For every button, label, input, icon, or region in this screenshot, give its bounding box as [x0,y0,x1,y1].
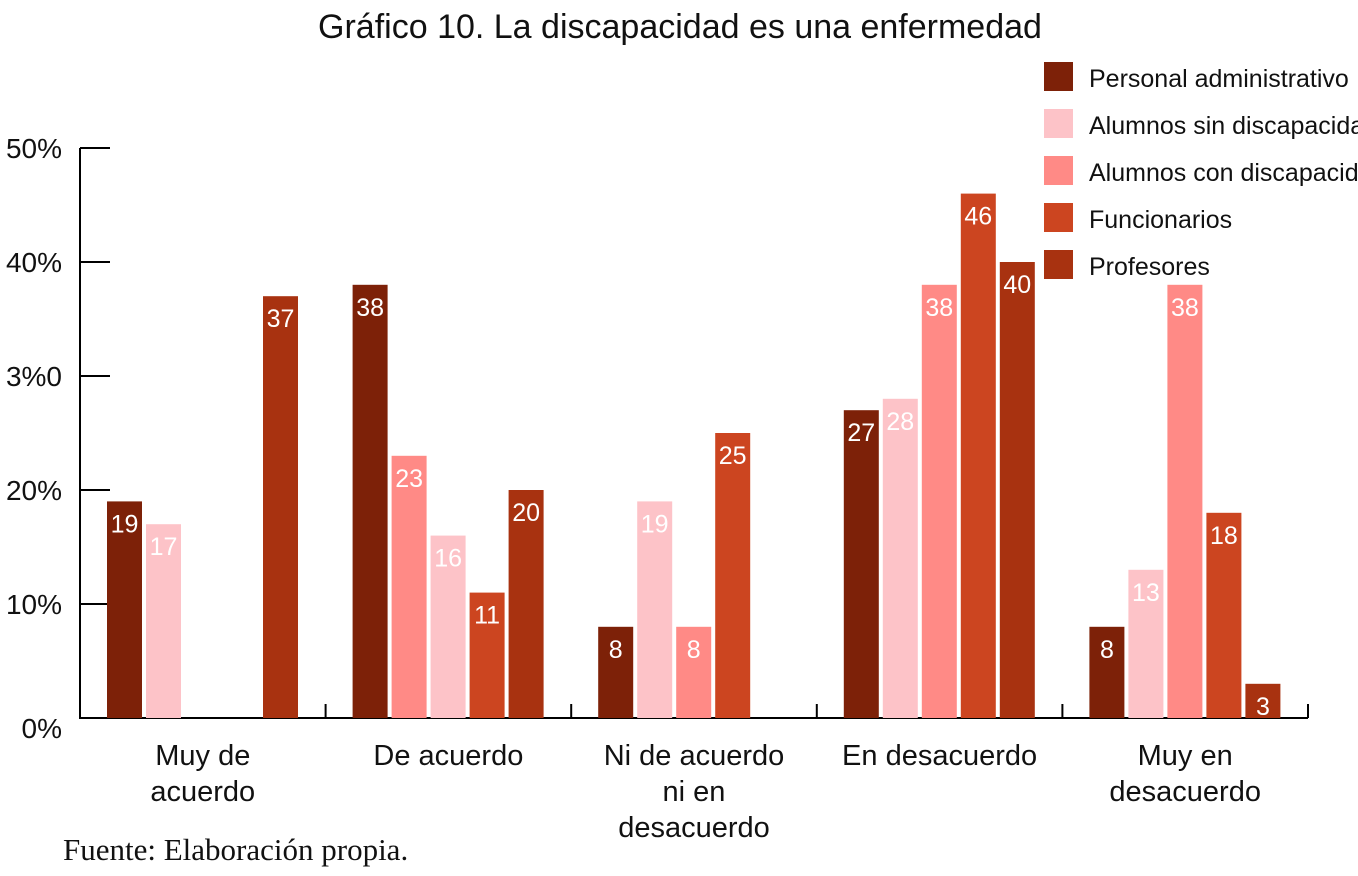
y-tick-label: 0% [22,713,62,744]
data-label: 38 [925,294,953,322]
legend: Personal administrativo Alumnos sin disca… [1044,62,1358,281]
bar [469,592,505,718]
bar [146,524,181,718]
y-tick-label: 40% [6,247,62,278]
legend-swatch [1044,62,1073,91]
category-label: Muy de [155,740,250,772]
y-tick-label: 50% [6,133,62,164]
category-label: Muy en [1138,740,1233,772]
bar [107,501,142,718]
data-label: 17 [150,533,178,561]
data-label: 25 [719,442,747,470]
data-label: 40 [1003,271,1031,299]
category-label: Ni de acuerdo [604,740,785,772]
bar [263,296,298,718]
bar [999,262,1035,718]
legend-swatch [1044,156,1073,185]
legend-swatch [1044,109,1073,138]
data-label: 8 [1100,636,1114,664]
data-label: 28 [886,408,914,436]
legend-swatch [1044,203,1073,232]
category-label: acuerdo [150,776,255,808]
data-label: 11 [474,602,500,630]
bar [676,626,712,718]
bar [1128,569,1164,718]
data-label: 38 [356,294,384,322]
bar [598,626,634,718]
bar [843,410,879,718]
category-label: De acuerdo [373,740,523,772]
bar [1089,626,1125,718]
bar [508,490,544,718]
bar [1167,284,1203,718]
legend-label: Personal administrativo [1089,65,1349,93]
bars: 19 17 37 38 23 16 11 20 8 19 8 25 27 28 38 46 40 8 13 38 18 3 [107,193,1281,721]
data-label: 20 [512,499,540,527]
legend-label: Funcionarios [1089,206,1232,234]
source-note: Fuente: Elaboración propia. [63,832,408,867]
bar [1245,683,1281,718]
category-label: desacuerdo [618,812,770,844]
bar [430,535,466,718]
data-label: 8 [687,636,701,664]
data-label: 46 [964,203,992,231]
data-label: 23 [395,465,423,493]
bar [715,433,751,718]
bar [921,284,957,718]
data-label: 27 [847,419,875,447]
data-label: 37 [267,305,295,333]
data-label: 3 [1256,693,1270,721]
data-label: 19 [641,510,669,538]
y-tick-label: 3%0 [6,361,62,392]
y-tick-label: 20% [6,475,62,506]
bar [1206,512,1242,718]
category-label: desacuerdo [1109,776,1261,808]
data-label: 19 [111,510,139,538]
bar [637,501,673,718]
data-label: 13 [1132,579,1160,607]
bar [960,193,996,719]
axes: 0% 10% 20% 3%0 40% 50% Muy de acuerdo De acuerdo… [6,133,1309,844]
bar [391,455,427,718]
data-label: 38 [1171,294,1199,322]
legend-label: Profesores [1089,253,1210,281]
data-label: 8 [609,636,623,664]
bar [352,284,388,718]
legend-swatch [1044,250,1073,279]
legend-label: Alumnos sin discapacidad [1089,112,1358,140]
category-label: ni en [663,776,726,808]
y-tick-label: 10% [6,589,62,620]
data-label: 18 [1210,522,1238,550]
legend-label: Alumnos con discapacidad [1089,159,1358,187]
chart-title: Gráfico 10. La discapacidad es una enfer… [318,8,1042,46]
data-label: 16 [434,545,462,573]
category-label: En desacuerdo [842,740,1037,772]
bar [882,398,918,718]
